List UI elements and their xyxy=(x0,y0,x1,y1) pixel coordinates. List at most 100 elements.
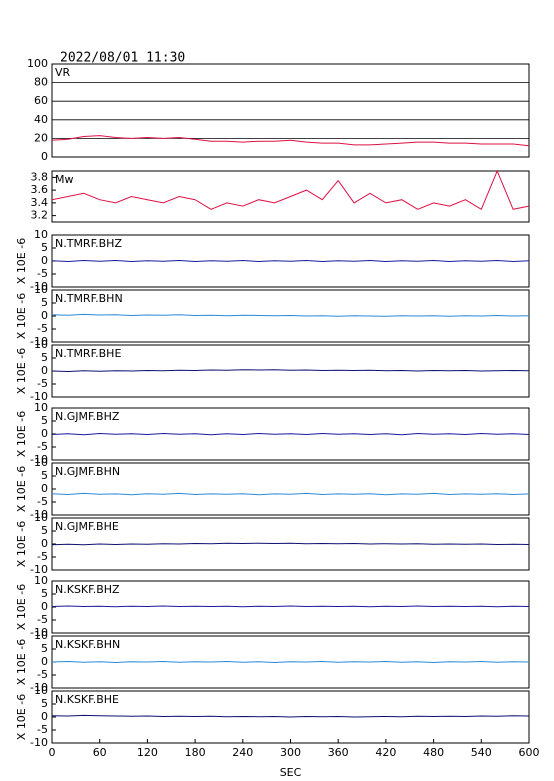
panel-label: N.KSKF.BHZ xyxy=(55,583,120,596)
panel-label: N.TMRF.BHE xyxy=(55,347,121,360)
y-tick-label: 5 xyxy=(41,524,48,537)
panel-frame xyxy=(51,170,530,223)
y-axis-label: X 10E -6 xyxy=(15,293,28,339)
x-tick-label: 0 xyxy=(49,746,56,759)
y-tick-label: 80 xyxy=(34,76,48,89)
y-axis-label: X 10E -6 xyxy=(15,521,28,567)
y-axis-label: X 10E -6 xyxy=(15,466,28,512)
y-tick-label: -5 xyxy=(37,440,48,453)
y-tick-label: -5 xyxy=(37,495,48,508)
y-tick-label: 0 xyxy=(41,537,48,550)
data-line xyxy=(51,542,530,546)
y-tick-label: 0 xyxy=(41,150,48,163)
y-tick-label: 10 xyxy=(34,574,48,587)
y-tick-label: 5 xyxy=(41,642,48,655)
data-line xyxy=(51,259,530,263)
y-tick-label: 5 xyxy=(41,351,48,364)
x-tick-label: 360 xyxy=(328,746,349,759)
panel-label: VR xyxy=(55,66,71,79)
panel-label: N.TMRF.BHN xyxy=(55,292,123,305)
data-line xyxy=(51,169,530,211)
x-tick-label: 120 xyxy=(137,746,158,759)
y-tick-label: 60 xyxy=(34,94,48,107)
panel-label: N.GJMF.BHN xyxy=(55,465,120,478)
y-tick-label: -10 xyxy=(30,681,48,694)
data-line xyxy=(51,660,530,664)
y-tick-label: -10 xyxy=(30,508,48,521)
y-tick-label: 0 xyxy=(41,364,48,377)
y-axis-label: X 10E -6 xyxy=(15,411,28,457)
y-tick-label: 10 xyxy=(34,684,48,697)
y-tick-label: 40 xyxy=(34,113,48,126)
y-tick-label: 5 xyxy=(41,414,48,427)
data-line xyxy=(51,605,530,608)
y-tick-label: -5 xyxy=(37,377,48,390)
y-tick-label: 3.6 xyxy=(31,183,49,196)
y-tick-label: 0 xyxy=(41,309,48,322)
y-tick-label: -10 xyxy=(30,390,48,403)
y-tick-label: 3.4 xyxy=(31,196,49,209)
y-tick-label: 10 xyxy=(34,338,48,351)
y-tick-label: -5 xyxy=(37,723,48,736)
panel-label: Mw xyxy=(55,173,74,186)
y-tick-label: 5 xyxy=(41,469,48,482)
y-tick-label: 0 xyxy=(41,254,48,267)
y-axis-label: X 10E -6 xyxy=(15,348,28,394)
x-tick-label: 600 xyxy=(519,746,540,759)
y-tick-label: -5 xyxy=(37,668,48,681)
panel-label: N.GJMF.BHE xyxy=(55,520,119,533)
x-tick-label: 300 xyxy=(280,746,301,759)
panel-frame xyxy=(51,580,530,634)
data-line xyxy=(51,492,530,496)
x-tick-label: 420 xyxy=(375,746,396,759)
y-tick-label: 0 xyxy=(41,655,48,668)
chart-title: 2022/08/01 11:30 xyxy=(60,51,185,66)
x-axis-label: SEC xyxy=(280,766,302,779)
y-tick-label: 10 xyxy=(34,228,48,241)
y-tick-label: 5 xyxy=(41,697,48,710)
data-line xyxy=(51,313,530,317)
x-tick-label: 60 xyxy=(93,746,107,759)
y-tick-label: 0 xyxy=(41,710,48,723)
x-tick-label: 180 xyxy=(185,746,206,759)
x-tick-label: 480 xyxy=(423,746,444,759)
y-tick-label: -10 xyxy=(30,563,48,576)
panel-label: N.GJMF.BHZ xyxy=(55,410,120,423)
panel-label: N.TMRF.BHZ xyxy=(55,237,122,250)
y-tick-label: 0 xyxy=(41,600,48,613)
y-tick-label: 3.8 xyxy=(31,170,49,183)
y-tick-label: 10 xyxy=(34,283,48,296)
y-tick-label: -10 xyxy=(30,453,48,466)
y-tick-label: 3.2 xyxy=(31,209,49,222)
panel-label: N.KSKF.BHE xyxy=(55,693,119,706)
x-tick-label: 240 xyxy=(232,746,253,759)
y-axis-label: X 10E -6 xyxy=(15,584,28,630)
y-tick-label: -5 xyxy=(37,322,48,335)
y-tick-label: 10 xyxy=(34,511,48,524)
y-tick-label: 0 xyxy=(41,427,48,440)
y-tick-label: -5 xyxy=(37,550,48,563)
panel-label: N.KSKF.BHN xyxy=(55,638,120,651)
y-tick-label: -10 xyxy=(30,280,48,293)
y-tick-label: 0 xyxy=(41,482,48,495)
y-axis-label: X 10E -6 xyxy=(15,694,28,740)
y-tick-label: 5 xyxy=(41,241,48,254)
y-tick-label: -5 xyxy=(37,267,48,280)
panel-frame xyxy=(51,462,530,516)
y-tick-label: 5 xyxy=(41,296,48,309)
y-tick-label: -10 xyxy=(30,736,48,749)
data-line xyxy=(51,714,530,718)
data-line xyxy=(51,432,530,436)
y-tick-label: 100 xyxy=(27,57,48,70)
y-tick-label: -10 xyxy=(30,626,48,639)
y-tick-label: 10 xyxy=(34,401,48,414)
y-tick-label: 10 xyxy=(34,456,48,469)
data-line xyxy=(51,135,530,147)
y-tick-label: -5 xyxy=(37,613,48,626)
x-tick-label: 540 xyxy=(471,746,492,759)
y-tick-label: -10 xyxy=(30,335,48,348)
y-axis-label: X 10E -6 xyxy=(15,238,28,284)
y-tick-label: 20 xyxy=(34,131,48,144)
y-tick-label: 5 xyxy=(41,587,48,600)
